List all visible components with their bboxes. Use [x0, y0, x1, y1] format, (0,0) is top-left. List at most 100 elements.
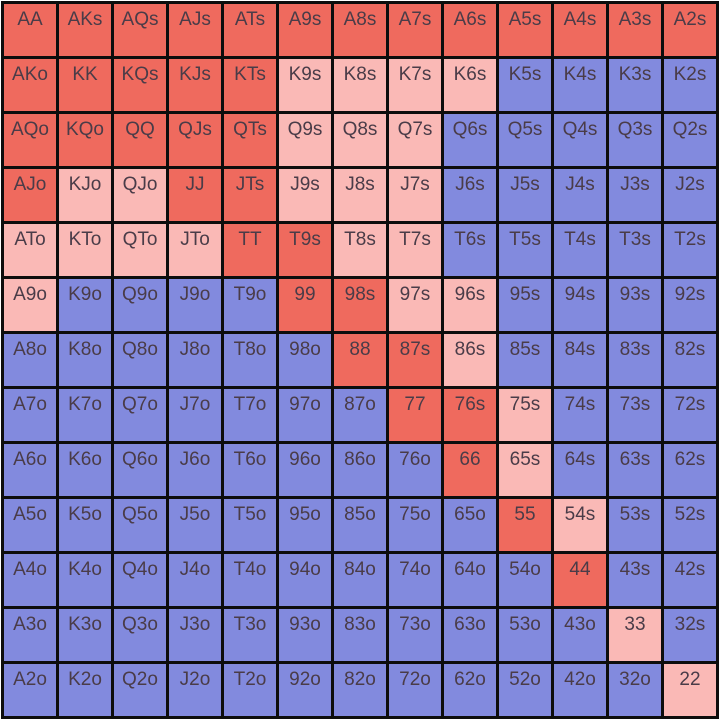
hand-cell-QJs[interactable]: QJs: [169, 114, 221, 166]
hand-cell-ATo[interactable]: ATo: [4, 224, 56, 276]
hand-cell-A9o[interactable]: A9o: [4, 279, 56, 331]
hand-cell-32o[interactable]: 32o: [609, 664, 661, 716]
hand-cell-AKs[interactable]: AKs: [59, 4, 111, 56]
hand-cell-T7o[interactable]: T7o: [224, 389, 276, 441]
hand-cell-A6o[interactable]: A6o: [4, 444, 56, 496]
hand-cell-K4o[interactable]: K4o: [59, 554, 111, 606]
hand-cell-63s[interactable]: 63s: [609, 444, 661, 496]
hand-cell-KJo[interactable]: KJo: [59, 169, 111, 221]
hand-cell-K3s[interactable]: K3s: [609, 59, 661, 111]
hand-cell-62o[interactable]: 62o: [444, 664, 496, 716]
hand-cell-65s[interactable]: 65s: [499, 444, 551, 496]
hand-cell-K8s[interactable]: K8s: [334, 59, 386, 111]
hand-cell-76o[interactable]: 76o: [389, 444, 441, 496]
hand-cell-T5o[interactable]: T5o: [224, 499, 276, 551]
hand-cell-K6s[interactable]: K6s: [444, 59, 496, 111]
hand-cell-95s[interactable]: 95s: [499, 279, 551, 331]
hand-cell-85o[interactable]: 85o: [334, 499, 386, 551]
hand-cell-A8s[interactable]: A8s: [334, 4, 386, 56]
hand-cell-43o[interactable]: 43o: [554, 609, 606, 661]
hand-cell-85s[interactable]: 85s: [499, 334, 551, 386]
hand-cell-32s[interactable]: 32s: [664, 609, 716, 661]
hand-cell-AJo[interactable]: AJo: [4, 169, 56, 221]
hand-cell-AKo[interactable]: AKo: [4, 59, 56, 111]
hand-cell-33[interactable]: 33: [609, 609, 661, 661]
hand-cell-Q6s[interactable]: Q6s: [444, 114, 496, 166]
hand-cell-Q5s[interactable]: Q5s: [499, 114, 551, 166]
hand-cell-A7o[interactable]: A7o: [4, 389, 56, 441]
hand-cell-K7s[interactable]: K7s: [389, 59, 441, 111]
hand-cell-AQs[interactable]: AQs: [114, 4, 166, 56]
hand-cell-Q9s[interactable]: Q9s: [279, 114, 331, 166]
hand-cell-T8s[interactable]: T8s: [334, 224, 386, 276]
hand-cell-87s[interactable]: 87s: [389, 334, 441, 386]
hand-cell-KTo[interactable]: KTo: [59, 224, 111, 276]
hand-cell-Q4s[interactable]: Q4s: [554, 114, 606, 166]
hand-cell-Q8s[interactable]: Q8s: [334, 114, 386, 166]
hand-cell-65o[interactable]: 65o: [444, 499, 496, 551]
hand-cell-K3o[interactable]: K3o: [59, 609, 111, 661]
hand-cell-A6s[interactable]: A6s: [444, 4, 496, 56]
hand-cell-87o[interactable]: 87o: [334, 389, 386, 441]
hand-cell-A4o[interactable]: A4o: [4, 554, 56, 606]
hand-cell-22[interactable]: 22: [664, 664, 716, 716]
hand-cell-T3o[interactable]: T3o: [224, 609, 276, 661]
hand-cell-98s[interactable]: 98s: [334, 279, 386, 331]
hand-cell-T2s[interactable]: T2s: [664, 224, 716, 276]
hand-cell-Q6o[interactable]: Q6o: [114, 444, 166, 496]
hand-cell-A3o[interactable]: A3o: [4, 609, 56, 661]
hand-cell-K8o[interactable]: K8o: [59, 334, 111, 386]
hand-cell-J8o[interactable]: J8o: [169, 334, 221, 386]
hand-cell-J8s[interactable]: J8s: [334, 169, 386, 221]
hand-cell-84o[interactable]: 84o: [334, 554, 386, 606]
hand-cell-54o[interactable]: 54o: [499, 554, 551, 606]
hand-cell-73s[interactable]: 73s: [609, 389, 661, 441]
hand-cell-63o[interactable]: 63o: [444, 609, 496, 661]
hand-cell-J2o[interactable]: J2o: [169, 664, 221, 716]
hand-cell-77[interactable]: 77: [389, 389, 441, 441]
hand-cell-J4s[interactable]: J4s: [554, 169, 606, 221]
hand-cell-AJs[interactable]: AJs: [169, 4, 221, 56]
hand-cell-A5o[interactable]: A5o: [4, 499, 56, 551]
hand-cell-93s[interactable]: 93s: [609, 279, 661, 331]
hand-cell-K5o[interactable]: K5o: [59, 499, 111, 551]
hand-cell-64o[interactable]: 64o: [444, 554, 496, 606]
hand-cell-83o[interactable]: 83o: [334, 609, 386, 661]
hand-cell-T4o[interactable]: T4o: [224, 554, 276, 606]
hand-cell-Q4o[interactable]: Q4o: [114, 554, 166, 606]
hand-cell-J4o[interactable]: J4o: [169, 554, 221, 606]
hand-cell-75s[interactable]: 75s: [499, 389, 551, 441]
hand-cell-K4s[interactable]: K4s: [554, 59, 606, 111]
hand-cell-72s[interactable]: 72s: [664, 389, 716, 441]
hand-cell-T8o[interactable]: T8o: [224, 334, 276, 386]
hand-cell-J9s[interactable]: J9s: [279, 169, 331, 221]
hand-cell-KK[interactable]: KK: [59, 59, 111, 111]
hand-cell-94o[interactable]: 94o: [279, 554, 331, 606]
hand-cell-JTs[interactable]: JTs: [224, 169, 276, 221]
hand-cell-95o[interactable]: 95o: [279, 499, 331, 551]
hand-cell-43s[interactable]: 43s: [609, 554, 661, 606]
hand-cell-A3s[interactable]: A3s: [609, 4, 661, 56]
hand-cell-74s[interactable]: 74s: [554, 389, 606, 441]
hand-cell-Q5o[interactable]: Q5o: [114, 499, 166, 551]
hand-cell-Q2s[interactable]: Q2s: [664, 114, 716, 166]
hand-cell-82s[interactable]: 82s: [664, 334, 716, 386]
hand-cell-T9o[interactable]: T9o: [224, 279, 276, 331]
hand-cell-44[interactable]: 44: [554, 554, 606, 606]
hand-cell-83s[interactable]: 83s: [609, 334, 661, 386]
hand-cell-T9s[interactable]: T9s: [279, 224, 331, 276]
hand-cell-QJo[interactable]: QJo: [114, 169, 166, 221]
hand-cell-Q8o[interactable]: Q8o: [114, 334, 166, 386]
hand-cell-93o[interactable]: 93o: [279, 609, 331, 661]
hand-cell-J3o[interactable]: J3o: [169, 609, 221, 661]
hand-cell-KQs[interactable]: KQs: [114, 59, 166, 111]
hand-cell-Q3s[interactable]: Q3s: [609, 114, 661, 166]
hand-cell-JJ[interactable]: JJ: [169, 169, 221, 221]
hand-cell-88[interactable]: 88: [334, 334, 386, 386]
hand-cell-QTo[interactable]: QTo: [114, 224, 166, 276]
hand-cell-A5s[interactable]: A5s: [499, 4, 551, 56]
hand-cell-T6o[interactable]: T6o: [224, 444, 276, 496]
hand-cell-73o[interactable]: 73o: [389, 609, 441, 661]
hand-cell-96s[interactable]: 96s: [444, 279, 496, 331]
hand-cell-75o[interactable]: 75o: [389, 499, 441, 551]
